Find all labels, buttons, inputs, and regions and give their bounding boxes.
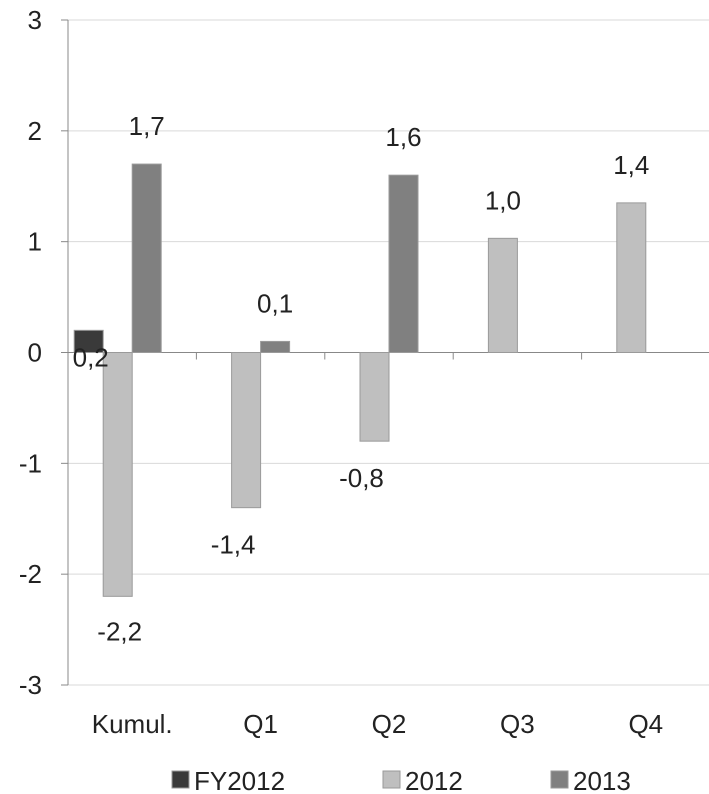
y-tick-label: -2 [19,559,42,589]
data-label: -0,8 [339,463,384,493]
bar-2012-q4 [616,202,647,353]
legend-label-2013: 2013 [573,766,631,794]
data-label: 1,7 [129,111,165,141]
category-label: Q1 [243,709,278,739]
data-label: 1,0 [485,185,521,215]
category-label: Q4 [628,709,663,739]
legend: FY2012 2012 2013 [171,766,631,794]
bar-2013-q2 [388,174,419,353]
bar-2012-kumul [102,352,133,597]
bar-2013-q1 [260,340,291,353]
bar-fy2012-kumul [73,329,104,354]
data-label: -2,2 [97,616,142,646]
category-label: Q2 [372,709,407,739]
data-label: 0,2 [73,343,109,373]
y-tick-label: -3 [19,670,42,700]
y-tick-label: -1 [19,448,42,478]
legend-swatch-2012 [382,770,401,789]
y-tick-label: 2 [28,116,42,146]
bar-2012-q2 [359,352,390,442]
bar-2012-q1 [231,352,262,509]
legend-label-fy2012: FY2012 [194,766,285,794]
data-label: 1,6 [385,122,421,152]
legend-swatch-fy2012 [171,770,190,789]
data-label: -1,4 [211,530,256,560]
y-tick-label: 3 [28,5,42,35]
bar-2013-kumul [131,163,162,353]
category-label: Q3 [500,709,535,739]
data-label: 0,1 [257,288,293,318]
data-label: 1,4 [613,150,649,180]
legend-label-2012: 2012 [405,766,463,794]
bar-2012-q3 [487,237,518,353]
y-tick-label: 1 [28,227,42,257]
legend-swatch-2013 [550,770,569,789]
data-labels: 0,2 -2,2 -1,4 -0,8 1,0 1,4 1,7 0,1 1,6 [73,111,650,646]
category-label: Kumul. [92,709,173,739]
bars [73,163,647,597]
y-tick-label: 0 [28,338,42,368]
